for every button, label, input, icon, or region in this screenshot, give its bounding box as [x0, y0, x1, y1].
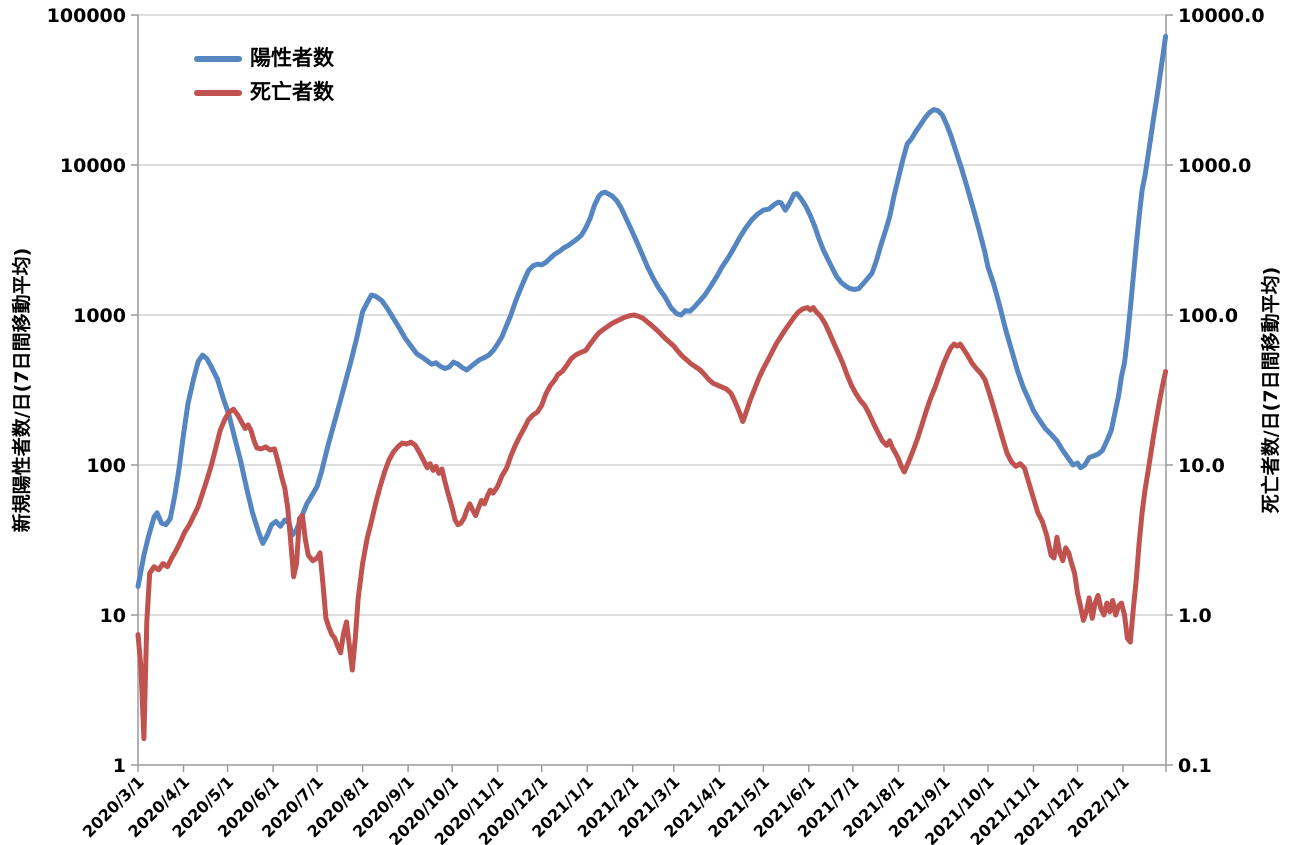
legend-item-cases: 陽性者数 [194, 46, 334, 71]
deaths-line [135, 305, 1169, 742]
left-axis-tick-label: 1000 [73, 305, 126, 327]
left-axis-tick-label: 1 [113, 755, 126, 777]
left-axis-title: 新規陽性者数/日(7日間移動平均) [10, 248, 33, 533]
right-axis-title: 死亡者数/日(7日間移動平均) [1259, 267, 1282, 514]
legend: 陽性者数 死亡者数 [194, 46, 334, 105]
legend-item-deaths: 死亡者数 [194, 80, 334, 105]
right-axis-tick-label: 1000.0 [1178, 155, 1251, 177]
right-axis-tick-label: 10.0 [1178, 455, 1225, 477]
left-axis-tick-label: 100 [86, 455, 126, 477]
left-axis-tick-label: 100000 [47, 5, 126, 27]
legend-label-deaths: 死亡者数 [250, 80, 334, 105]
right-axis-tick-label: 100.0 [1178, 305, 1238, 327]
right-axis-tick-label: 0.1 [1178, 755, 1212, 777]
left-axis-tick-label: 10000 [60, 155, 126, 177]
right-axis-tick-label: 10000.0 [1178, 5, 1265, 27]
cases-line-swatch [194, 55, 242, 62]
cases-line [135, 33, 1169, 589]
left-axis-tick-label: 10 [100, 605, 126, 627]
legend-label-cases: 陽性者数 [250, 46, 334, 70]
right-axis-tick-label: 1.0 [1178, 605, 1212, 627]
deaths-line-swatch [194, 89, 242, 96]
